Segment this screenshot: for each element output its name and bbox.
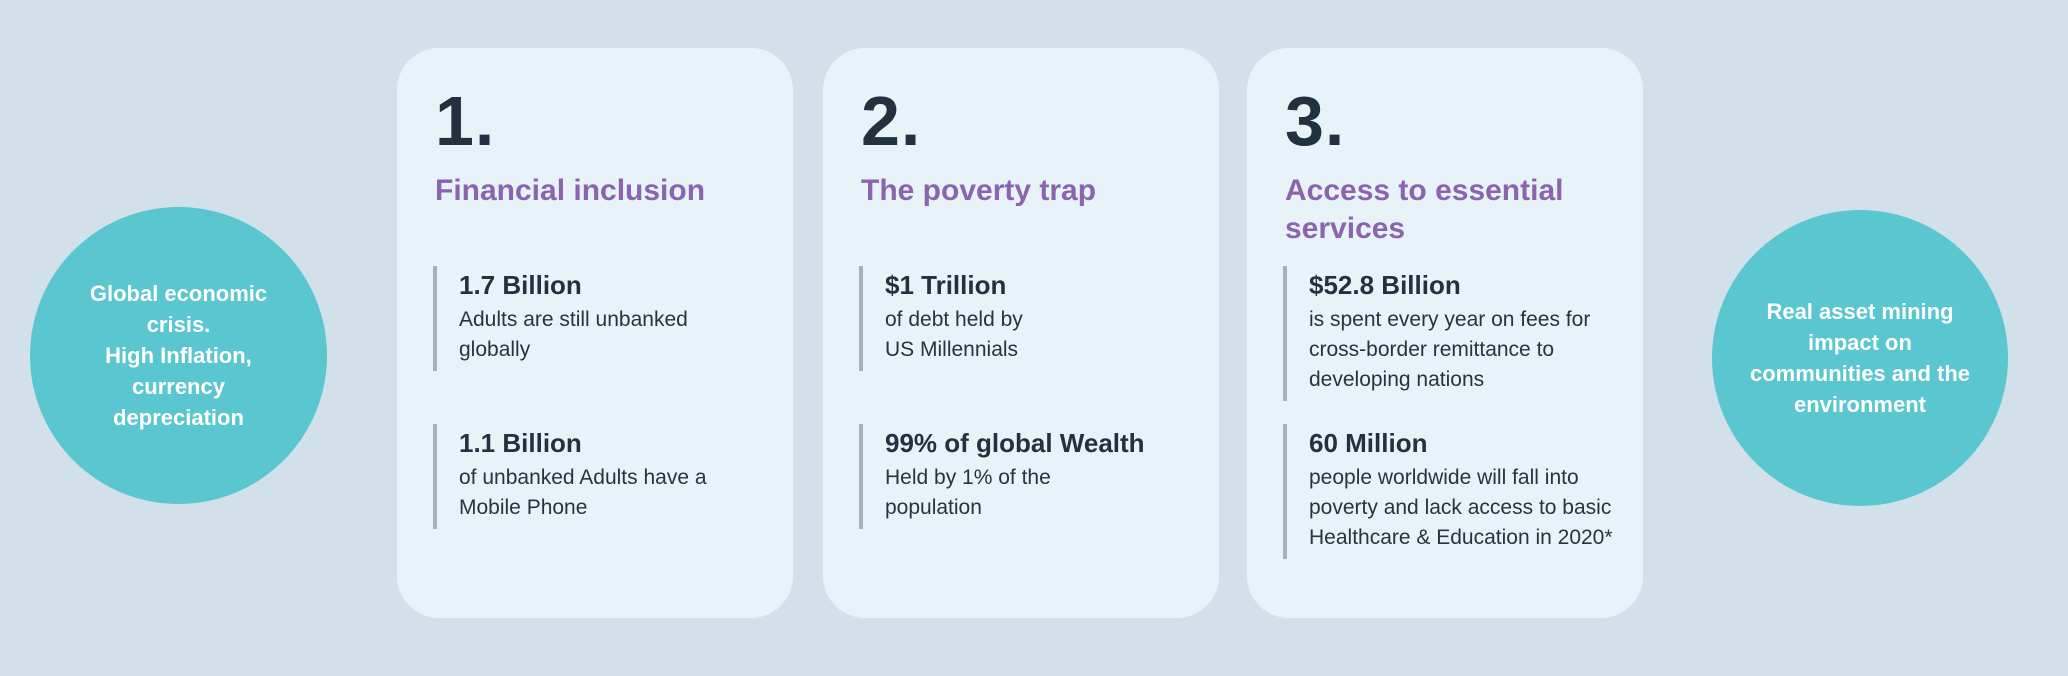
stat-value: 1.1 Billion (459, 428, 582, 458)
global-economic-crisis-bubble: Global economic crisis. High Inflation, … (30, 207, 327, 504)
card-access-essential-services: 3. Access to essential services $52.8 Bi… (1247, 48, 1643, 618)
card-financial-inclusion: 1. Financial inclusion 1.7 Billion Adult… (397, 48, 793, 618)
real-asset-mining-text: Real asset mining impact on communities … (1749, 299, 1971, 417)
global-economic-crisis-text: Global economic crisis. High Inflation, … (89, 281, 268, 430)
stat-poverty-healthcare-education: 60 Million people worldwide will fall in… (1283, 424, 1625, 559)
card-number-3: 3. (1285, 82, 1346, 160)
stat-global-wealth: 99% of global Wealth Held by 1% of the p… (859, 424, 1201, 529)
stat-millennial-debt: $1 Trillion of debt held by US Millennia… (859, 266, 1201, 371)
stat-unbanked-adults: 1.7 Billion Adults are still unbanked gl… (433, 266, 775, 371)
card-poverty-trap: 2. The poverty trap $1 Trillion of debt … (823, 48, 1219, 618)
stat-remittance-fees: $52.8 Billion is spent every year on fee… (1283, 266, 1625, 401)
card-title-poverty-trap: The poverty trap (861, 174, 1097, 207)
card-number-2: 2. (861, 82, 922, 160)
stat-description: of debt held by US Millennials (885, 308, 1023, 361)
stat-unbanked-mobile-phone: 1.1 Billion of unbanked Adults have a Mo… (433, 424, 775, 529)
card-number-1: 1. (435, 82, 496, 160)
stat-description: of unbanked Adults have a Mobile Phone (459, 466, 707, 519)
stat-description: people worldwide will fall into poverty … (1309, 466, 1613, 549)
card-title-financial-inclusion: Financial inclusion (435, 174, 706, 207)
stat-description: Held by 1% of the population (885, 466, 1051, 519)
stat-description: is spent every year on fees for cross-bo… (1309, 308, 1591, 391)
stat-value: $52.8 Billion (1309, 270, 1461, 300)
stat-value: $1 Trillion (885, 270, 1007, 300)
stat-description: Adults are still unbanked globally (459, 308, 688, 361)
card-title-access-essential-services: Access to essential services (1285, 174, 1564, 245)
stat-value: 99% of global Wealth (885, 428, 1145, 458)
real-asset-mining-bubble: Real asset mining impact on communities … (1712, 210, 2008, 506)
stat-value: 60 Million (1309, 428, 1428, 458)
stat-value: 1.7 Billion (459, 270, 582, 300)
